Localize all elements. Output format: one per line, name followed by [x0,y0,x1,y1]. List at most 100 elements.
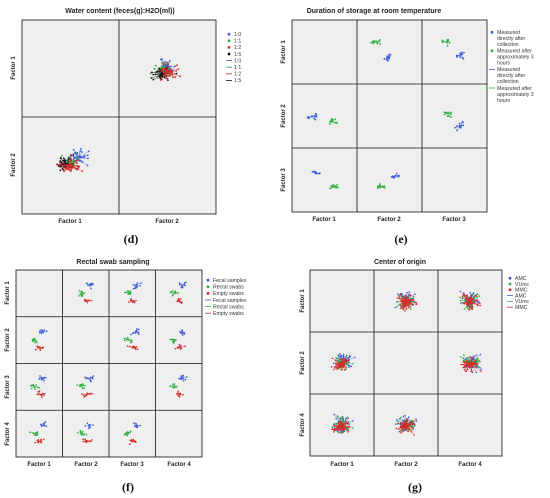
g-r0c2-red-ray [469,301,480,304]
f-r2c1-blue-point [91,376,94,379]
f-r0c1-red-point [90,299,93,302]
g-r1c0-red-ray [341,360,348,365]
legend-label: approximately 3 [497,92,534,98]
f-r0c3-blue-point [181,286,184,289]
g-r0c2-red-ray [463,295,471,303]
g-r2c0-red-point [341,429,344,432]
f-r1c3-blue-point [181,329,183,332]
e-r1c3-blue-point [463,51,465,54]
f-r1c3-red-point [180,347,183,350]
d-upper-black-point [158,67,161,70]
g-r1c0-red-point [341,359,344,361]
g-r2c0-red-point [347,429,350,431]
d-upper-red-point [165,77,167,80]
g-r0c1-red-point [415,302,418,304]
g-r0c1-red-ray [405,296,408,303]
g-r1c2-red-point [465,363,467,366]
g-r0c1-red-point [415,303,418,306]
f-r2c0-red-point [43,394,45,397]
f-r3c0-red-point [40,439,42,441]
panel-d-row-label-1: Factor 1 [11,56,17,80]
d-upper-black-point [161,72,164,74]
f-r0c3-red [176,297,183,304]
g-r1c2-blue-point [465,366,467,369]
g-r2c0-red-point [338,421,341,424]
g-r2c1-red-ray [396,425,407,429]
g-r1c2-red-point [462,363,464,366]
g-r1c2-green-point [476,358,478,361]
g-r1c0-blue-point [332,362,335,365]
g-r2c0-red-point [337,426,340,429]
d-upper-black-point [150,77,153,79]
f-r1c0-blue-point [39,329,42,331]
f-r3c0-red-point [34,441,36,444]
f-r0c2-blue [132,282,142,290]
legend-label: directly after [497,73,526,79]
d-upper-red-ray [167,70,177,73]
g-r2c0-green-point [333,422,335,425]
g-r1c2-green-point [467,360,470,362]
f-r1c3-blue [179,329,186,336]
g-r0c1-red-point [411,303,414,306]
g-r0c1-red-point [411,298,413,301]
f-r1c0-green-point [35,340,37,342]
d-lower-blue-point [80,148,82,150]
legend-label: AMC [515,276,527,282]
f-r0c1-red [84,298,93,304]
f-r3c1-blue-point [88,427,90,429]
f-r0c2-green-point [128,291,131,294]
g-r2c1-red-ray [400,425,407,434]
f-r2c0-green-point [30,385,32,387]
d-upper-red-point [162,62,165,65]
e-r2c3-green [443,111,453,119]
g-r0c1-red-point [405,308,408,310]
f-r2c0-green-point [35,384,38,386]
e-r3c1-blue-point [313,170,316,173]
f-r3c2-red [128,438,137,445]
f-r1c0-green-point [36,341,38,344]
f-r2c3-red-point [177,390,180,392]
f-r3c0-red-point [37,441,39,443]
d-lower-blue-point [86,164,89,167]
d-lower-blue-point [87,157,89,160]
f-r1c3-red-point [178,343,181,346]
d-upper-red-ray [161,70,169,73]
d-lower-red-point [77,165,79,167]
f-r2c3-green-point [172,386,174,389]
f-r1c3-red-point [177,346,180,349]
g-r2c1-red-ray [398,425,407,430]
e-r3c1-blue-point [311,170,314,173]
g-r2c1-red-ray [405,425,410,430]
f-r0c2-blue-point [132,287,135,290]
f-r2c0-green-point [34,388,36,391]
f-r3c0-red-point [43,438,45,441]
g-r0c2-red-point [463,294,465,297]
d-lower-green-point [67,155,70,158]
g-r1c0-red-point [344,369,346,371]
d-upper-red-point [169,67,172,70]
g-r1c2-red-point [476,362,479,365]
f-r3c1-green-ray [81,433,87,435]
f-r3c2-green-point [126,434,129,437]
e-r3c1-green-point [329,187,331,190]
f-r3c2-blue-point [133,425,136,427]
f-r3c2-red-point [129,439,131,442]
f-r3c0-red [34,438,45,444]
d-lower-blue [66,148,90,167]
g-r0c2-blue-point [460,302,462,304]
g-r0c2-blue-point [476,293,479,296]
f-r1c2-green-point [130,339,133,342]
g-r1c0-red-point [340,366,342,368]
g-r2c0-red-point [339,422,342,425]
e-r1c3-green-point [442,40,445,43]
d-lower-black-point [60,165,62,168]
f-r1c0-red-point [41,347,44,349]
g-r2c0-red-point [345,422,347,425]
f-r2c1-red [80,392,94,398]
d-upper-black-point [152,78,155,81]
d-upper-red-point [162,75,165,77]
g-r2c1-red-point [407,430,410,432]
d-upper-red-point [170,69,173,72]
f-r2c1-red-point [83,396,86,398]
e-r2c3-green-point [450,116,453,119]
